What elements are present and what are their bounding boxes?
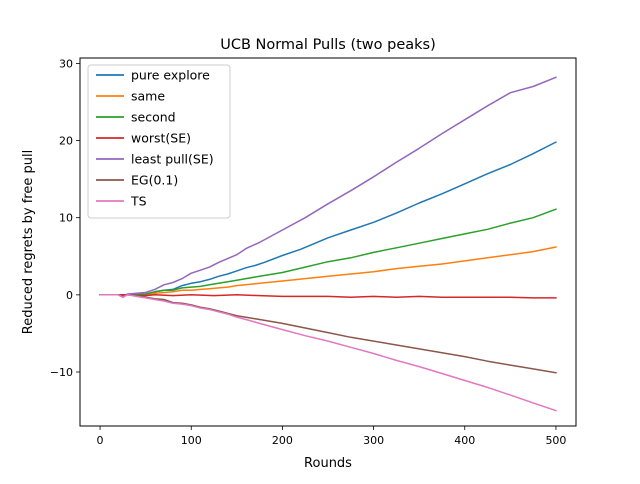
legend-label-same: same bbox=[131, 89, 165, 104]
series-layer bbox=[99, 76, 557, 412]
legend: pure explore same second worst(SE) least pul… bbox=[87, 64, 231, 219]
chart-title: UCB Normal Pulls (two peaks) bbox=[220, 37, 436, 53]
x-axis-label: Rounds bbox=[304, 456, 352, 471]
series-line-least-pull-se bbox=[99, 76, 557, 298]
y-axis: −10 0 10 20 30 bbox=[50, 57, 80, 379]
legend-label-second: second bbox=[131, 110, 176, 125]
legend-label-eg-0-1: EG(0.1) bbox=[131, 173, 178, 188]
y-tick-label: 10 bbox=[59, 212, 73, 225]
y-tick-label: 0 bbox=[66, 289, 73, 302]
legend-label-ts: TS bbox=[130, 194, 147, 209]
x-tick-label: 200 bbox=[272, 434, 293, 447]
x-tick-label: 400 bbox=[454, 434, 475, 447]
plot-area-frame bbox=[79, 57, 577, 427]
y-tick-label: 30 bbox=[59, 57, 73, 70]
legend-label-least-pull-se: least pull(SE) bbox=[131, 152, 214, 167]
series-line-second bbox=[99, 208, 557, 296]
y-tick-label: −10 bbox=[50, 366, 73, 379]
x-tick-label: 300 bbox=[363, 434, 384, 447]
x-axis: 0 100 200 300 400 500 bbox=[97, 426, 566, 447]
y-axis-label: Reduced regrets by free pull bbox=[21, 150, 36, 334]
legend-label-pure-explore: pure explore bbox=[131, 68, 210, 83]
x-tick-label: 100 bbox=[181, 434, 202, 447]
series-line-same bbox=[99, 246, 557, 296]
series-line-worst-se bbox=[99, 294, 557, 299]
y-tick-label: 20 bbox=[59, 135, 73, 148]
x-tick-label: 500 bbox=[545, 434, 566, 447]
series-line-ts bbox=[99, 294, 557, 412]
legend-label-worst-se: worst(SE) bbox=[131, 131, 191, 146]
x-tick-label: 0 bbox=[97, 434, 104, 447]
